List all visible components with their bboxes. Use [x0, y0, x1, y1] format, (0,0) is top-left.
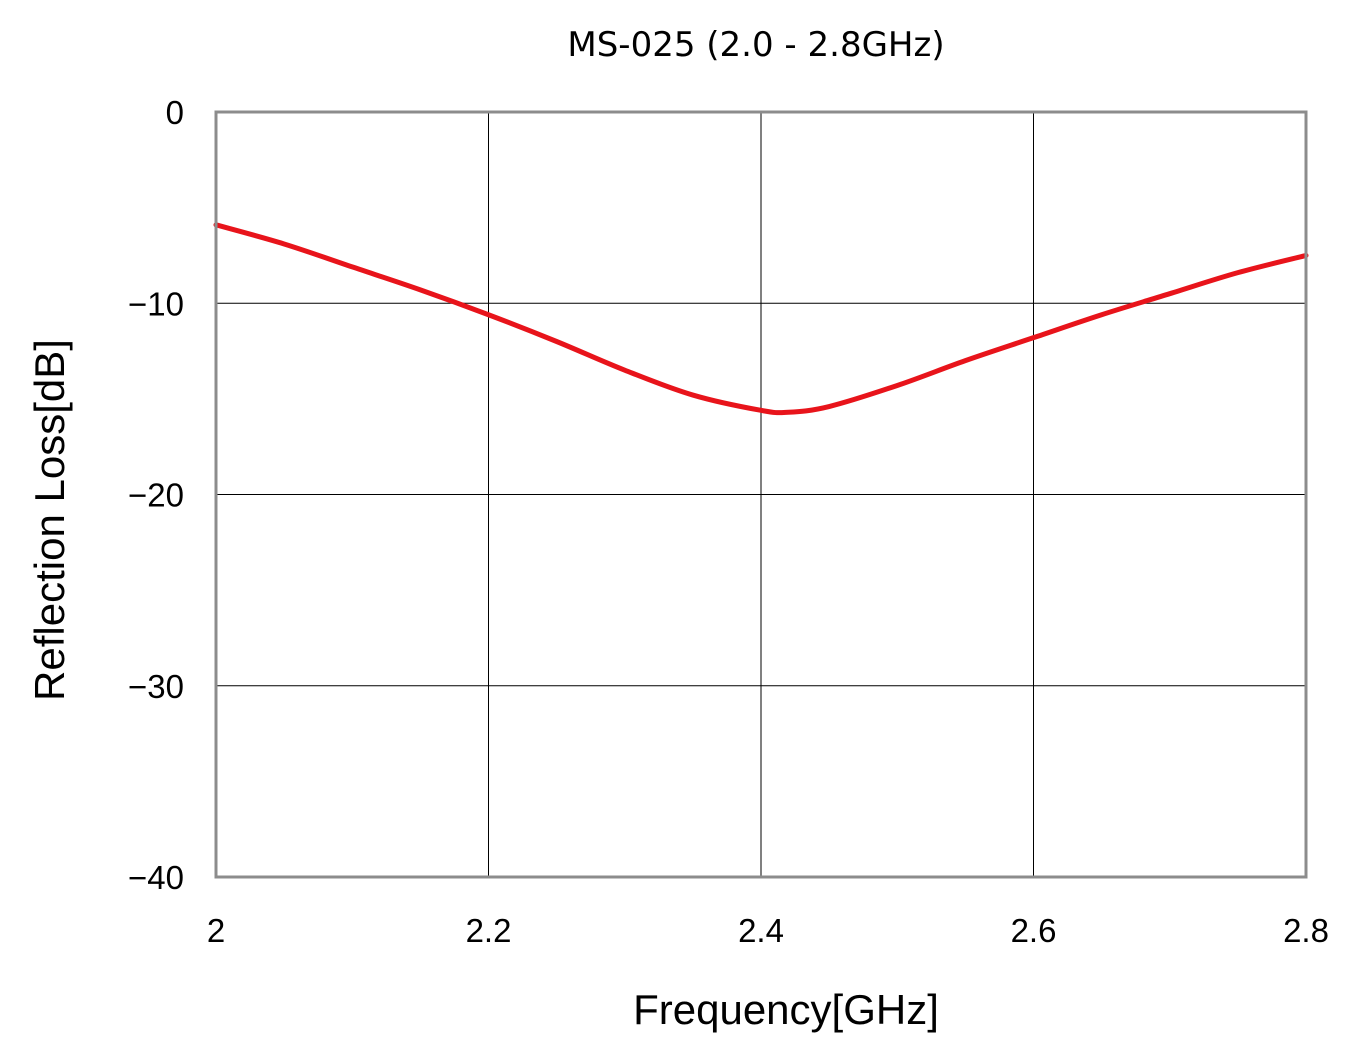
y-tick-label-2: −20 — [128, 477, 184, 514]
y-tick-label-4: −40 — [128, 859, 184, 896]
y-tick-label-0: 0 — [166, 94, 184, 131]
x-axis-ticks: 2 2.2 2.4 2.6 2.8 — [207, 912, 1329, 949]
series-line-0 — [213, 222, 1309, 416]
y-tick-label-3: −30 — [128, 668, 184, 705]
x-tick-label-0: 2 — [207, 912, 225, 949]
y-tick-label-1: −10 — [128, 285, 184, 322]
x-tick-label-4: 2.8 — [1283, 912, 1329, 949]
x-tick-label-2: 2.4 — [738, 912, 784, 949]
series-group — [213, 222, 1309, 416]
gridlines — [216, 112, 1306, 877]
x-tick-label-1: 2.2 — [466, 912, 512, 949]
x-tick-label-3: 2.6 — [1011, 912, 1057, 949]
x-axis-label: Frequency[GHz] — [633, 986, 939, 1033]
y-axis-ticks: 0 −10 −20 −30 −40 — [128, 94, 184, 896]
y-axis-label: Reflection Loss[dB] — [26, 339, 73, 701]
chart-title: MS-025 (2.0 - 2.8GHz) — [567, 25, 944, 65]
plot-area-frame — [214, 110, 1308, 879]
